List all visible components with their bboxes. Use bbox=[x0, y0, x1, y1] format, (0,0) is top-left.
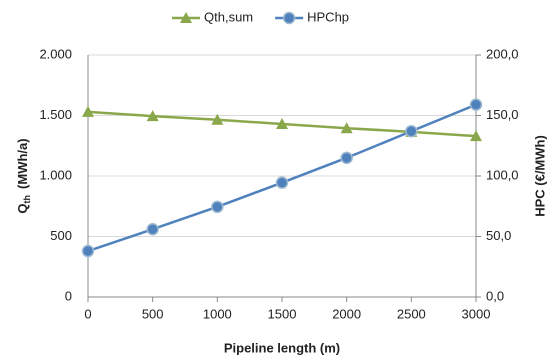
legend-label: HPChp bbox=[307, 9, 349, 24]
data-point bbox=[340, 151, 353, 165]
y-tick-label: 2.000 bbox=[39, 46, 72, 61]
y2-tick-label: 200,0 bbox=[486, 46, 519, 61]
y2-axis-title: HPC (€/MWh) bbox=[532, 135, 547, 217]
x-axis-title: Pipeline length (m) bbox=[224, 340, 340, 355]
x-tick-label: 2500 bbox=[397, 306, 426, 321]
x-tick-label: 500 bbox=[142, 306, 164, 321]
legend-label: Qth,sum bbox=[204, 9, 253, 24]
x-tick-label: 0 bbox=[84, 306, 91, 321]
y-axis-unit: (MWh/a) bbox=[15, 138, 30, 189]
x-tick-label: 1500 bbox=[268, 306, 297, 321]
x-tick-label: 1000 bbox=[203, 306, 232, 321]
data-point bbox=[275, 176, 289, 189]
y-tick-label: 0 bbox=[65, 288, 72, 303]
data-point bbox=[211, 200, 224, 214]
y-tick-label: 1.000 bbox=[39, 167, 72, 182]
x-tick-label: 3000 bbox=[462, 306, 491, 321]
y-axis-symbol: Q bbox=[15, 203, 30, 213]
y2-tick-label: 0,0 bbox=[486, 288, 504, 303]
y-tick-label: 500 bbox=[50, 228, 72, 243]
data-point bbox=[276, 117, 288, 129]
x-tick-label: 2000 bbox=[332, 306, 361, 321]
y-tick-label: 1.500 bbox=[39, 107, 72, 122]
legend-marker bbox=[180, 12, 192, 23]
y2-tick-label: 100,0 bbox=[486, 167, 519, 182]
data-point bbox=[146, 110, 159, 122]
data-point bbox=[470, 130, 482, 142]
data-point bbox=[82, 105, 94, 117]
legend-marker bbox=[282, 11, 296, 25]
y2-tick-label: 50,0 bbox=[486, 228, 511, 243]
y-axis-title: Qth (MWh/a) bbox=[15, 138, 32, 213]
data-point bbox=[211, 113, 224, 125]
data-point bbox=[469, 98, 483, 111]
data-point bbox=[81, 244, 95, 258]
data-point bbox=[405, 124, 418, 138]
data-point bbox=[146, 222, 159, 236]
y-axis-subscript: th bbox=[22, 195, 32, 204]
y2-tick-label: 150,0 bbox=[486, 107, 519, 122]
data-point bbox=[340, 122, 353, 134]
